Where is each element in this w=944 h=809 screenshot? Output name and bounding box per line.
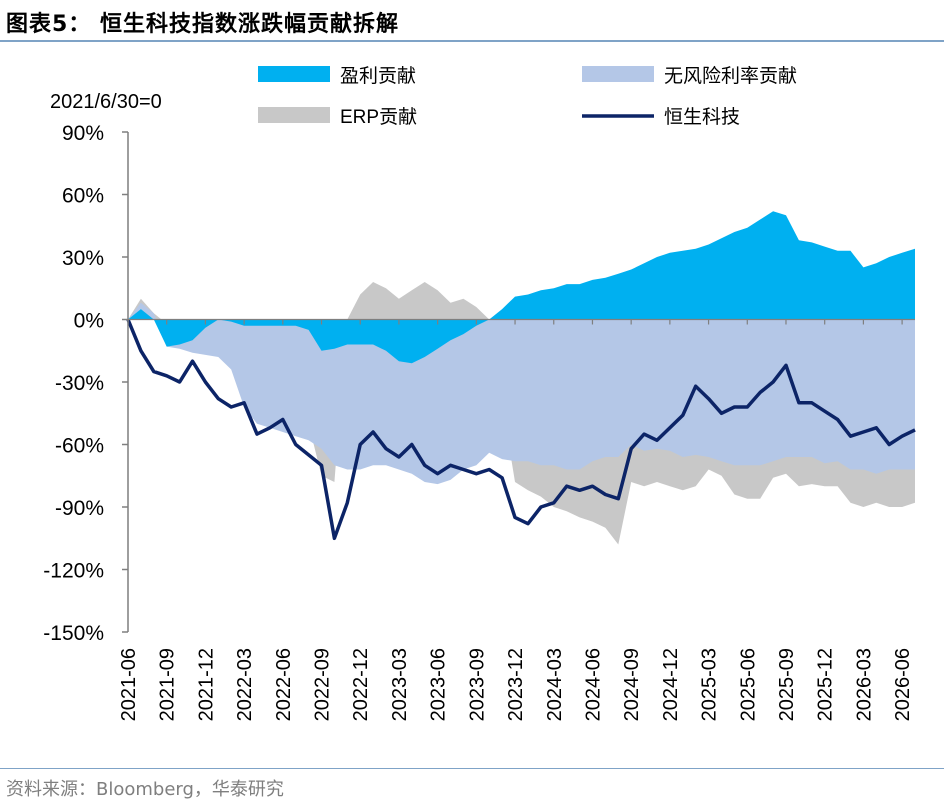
x-tick-label: 2022-09	[312, 648, 334, 721]
footer-divider	[0, 768, 944, 769]
y-tick-label: 60%	[62, 185, 104, 208]
x-tick-label: 2025-09	[776, 648, 798, 721]
x-tick-label: 2024-03	[544, 648, 566, 721]
x-tick-label: 2026-03	[853, 648, 875, 721]
y-tick-label: 30%	[62, 247, 104, 270]
x-tick-label: 2021-06	[118, 648, 140, 721]
x-tick-label: 2023-09	[466, 648, 488, 721]
legend-label-earnings: 盈利贡献	[340, 65, 416, 87]
y-tick-label: -120%	[43, 560, 104, 583]
x-tick-label: 2021-09	[157, 648, 179, 721]
legend-swatch-earnings	[258, 66, 330, 82]
legend-swatch-riskfree	[582, 66, 654, 82]
y-tick-label: -150%	[43, 622, 104, 645]
line-hstech	[126, 318, 916, 541]
y-tick-label: -90%	[55, 497, 104, 520]
source-note: 资料来源：Bloomberg，华泰研究	[6, 779, 284, 800]
legend-label-riskfree: 无风险利率贡献	[664, 65, 797, 87]
x-tick-label: 2024-09	[621, 648, 643, 721]
x-tick-label: 2025-06	[737, 648, 759, 721]
x-tick-label: 2021-12	[195, 648, 217, 721]
x-tick-label: 2022-12	[350, 648, 372, 721]
plot-areas	[126, 211, 916, 545]
x-tick-label: 2024-06	[583, 648, 605, 721]
chart-title: 图表5： 恒生科技指数涨跌幅贡献拆解	[6, 12, 399, 37]
x-tick-label: 2023-12	[505, 648, 527, 721]
x-tick-label: 2026-06	[892, 648, 914, 721]
y-tick-label: -60%	[55, 435, 104, 458]
legend-swatch-erp	[258, 107, 330, 123]
x-tick-label: 2022-06	[273, 648, 295, 721]
x-tick-label: 2025-12	[815, 648, 837, 721]
x-tick-label: 2022-03	[234, 648, 256, 721]
y-tick-label: 90%	[62, 122, 104, 145]
legend: 盈利贡献 无风险利率贡献 ERP贡献 恒生科技	[258, 65, 797, 128]
x-tick-label: 2024-12	[660, 648, 682, 721]
y-tick-label: -30%	[55, 372, 104, 395]
x-tick-label: 2025-03	[699, 648, 721, 721]
area-earnings	[128, 211, 915, 364]
x-tick-label: 2023-03	[389, 648, 411, 721]
y-tick-label: 0%	[74, 310, 104, 333]
x-tick-label: 2023-06	[428, 648, 450, 721]
legend-label-erp: ERP贡献	[340, 106, 417, 128]
title-divider	[0, 40, 944, 42]
legend-label-index: 恒生科技	[664, 106, 740, 128]
axes: 90% 60% 30% 0% -30% -60% -90% -120% -150% 2021-06…	[43, 122, 915, 721]
base-date-note: 2021/6/30=0	[50, 91, 162, 113]
